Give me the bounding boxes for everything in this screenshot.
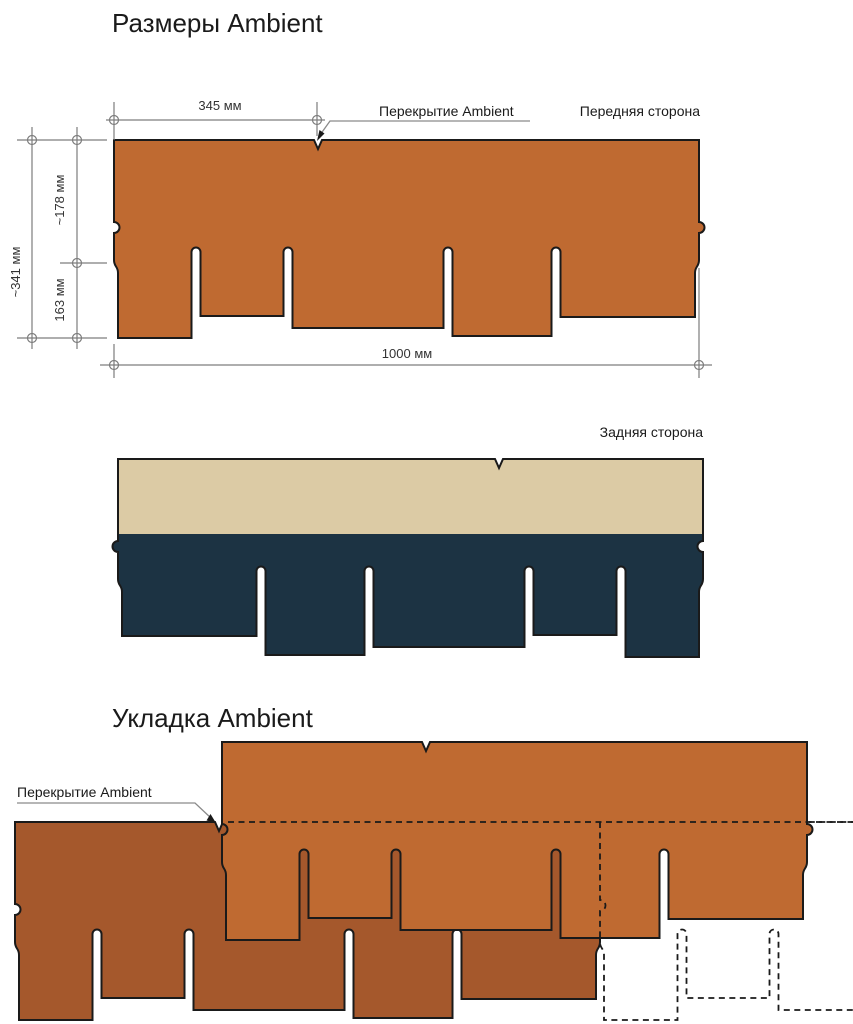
front-shingle [113,139,706,339]
back-shingle [111,458,704,658]
back-side-label: Задняя сторона [600,424,704,440]
overlap-label-laying: Перекрытие Ambient [17,784,152,800]
laying-title: Укладка Ambient [112,703,314,733]
dim-341-label: ~341 мм [8,247,23,298]
dim-345-label: 345 мм [198,98,241,113]
dim-178-label: ~178 мм [52,175,67,226]
dimension-heights: ~341 мм ~178 мм 163 мм [8,127,107,349]
top-shingle [221,741,814,941]
back-release-strip [116,459,703,534]
overlap-label-front: Перекрытие Ambient [379,103,514,119]
dim-1000-label: 1000 мм [382,346,432,361]
dimension-1000mm: 1000 мм [100,268,712,378]
overlap-callout-front: Перекрытие Ambient [317,103,530,141]
dimension-345mm: 345 мм [106,98,325,140]
dim-163-label: 163 мм [52,278,67,321]
overlap-callout-laying: Перекрытие Ambient [17,784,216,823]
hidden-side-edge-dashed [599,822,607,938]
front-side-label: Передняя сторона [580,103,700,119]
hidden-edges-dashed [228,821,853,938]
dimensions-title: Размеры Ambient [112,8,323,38]
